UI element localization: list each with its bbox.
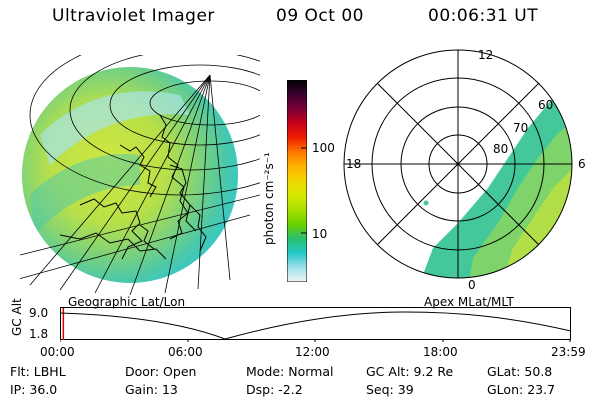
info-dsp: Dsp: -2.2 — [246, 382, 303, 397]
image-date: 09 Oct 00 — [276, 6, 364, 26]
colorbar-gradient — [286, 79, 308, 283]
geographic-image — [20, 55, 260, 295]
altitude-tick-high: 9.0 — [29, 306, 49, 320]
polar-image — [343, 49, 573, 279]
info-glon: GLon: 23.7 — [487, 382, 556, 397]
geographic-disk — [22, 67, 238, 283]
altitude-curve — [60, 311, 571, 340]
colorbar — [286, 79, 308, 283]
apex-caption: Apex MLat/MLT — [424, 295, 514, 309]
info-door: Door: Open — [125, 364, 197, 379]
time-tick-0600: 06:00 — [168, 345, 203, 359]
colorbar-unit-label: photon cm⁻²s⁻¹ — [262, 152, 276, 245]
time-tick-1800: 18:00 — [423, 345, 458, 359]
coastlines — [59, 114, 207, 260]
time-tick-0000: 00:00 — [40, 345, 75, 359]
polar-grid — [343, 49, 573, 279]
info-gc-alt: GC Alt: 9.2 Re — [366, 364, 454, 379]
mlt-label-0: 0 — [468, 278, 476, 292]
mlt-label-6: 6 — [578, 157, 586, 171]
info-glat: GLat: 50.8 — [487, 364, 553, 379]
image-time: 00:06:31 UT — [428, 6, 539, 26]
mlt-label-12: 12 — [478, 48, 494, 62]
mlat-label-60: 60 — [538, 98, 554, 112]
time-tick-2359: 23:59 — [551, 345, 586, 359]
info-seq: Seq: 39 — [366, 382, 414, 397]
instrument-title: Ultraviolet Imager — [52, 6, 215, 26]
info-gain: Gain: 13 — [125, 382, 178, 397]
altitude-tick-low: 1.8 — [29, 327, 49, 341]
mlt-label-18: 18 — [346, 157, 362, 171]
polar-aurora — [418, 68, 572, 278]
altitude-plot — [60, 307, 571, 342]
mlat-label-70: 70 — [513, 121, 529, 135]
info-ip: IP: 36.0 — [10, 382, 58, 397]
colorbar-label-100: 100 — [312, 141, 335, 155]
time-tick-1200: 12:00 — [295, 345, 330, 359]
info-mode: Mode: Normal — [246, 364, 334, 379]
geographic-caption: Geographic Lat/Lon — [68, 295, 186, 309]
mlat-label-80: 80 — [493, 142, 509, 156]
colorbar-label-10: 10 — [312, 227, 328, 241]
info-filter: Flt: LBHL — [10, 364, 66, 379]
altitude-axis-label: GC Alt — [10, 298, 24, 336]
